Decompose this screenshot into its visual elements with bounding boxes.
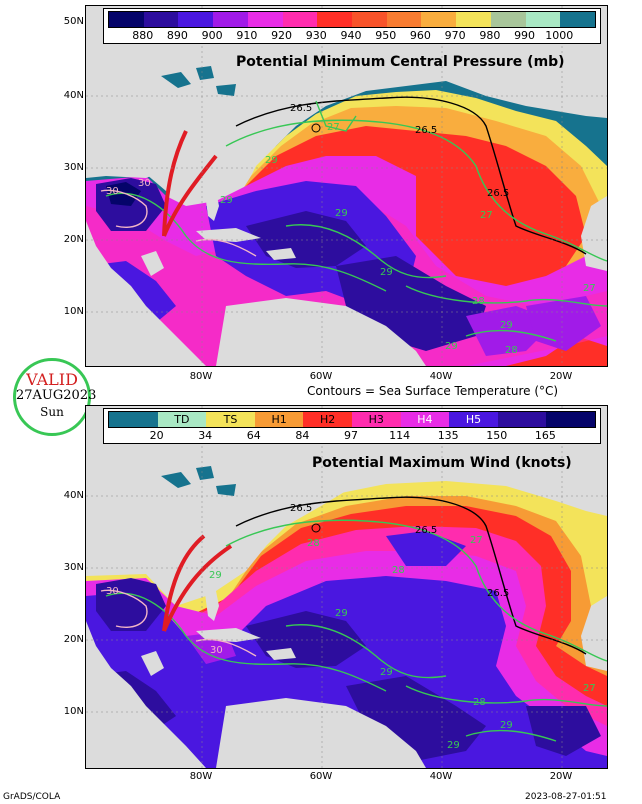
legend-value: 920 — [271, 29, 293, 42]
sst-caption: Contours = Sea Surface Temperature (°C) — [307, 384, 559, 398]
lat-label: 50N — [63, 16, 84, 27]
legend-value: 135 — [437, 429, 459, 442]
legend-value: 950 — [375, 29, 397, 42]
legend-swatch — [497, 412, 547, 427]
valid-date-badge: VALID 27AUG2023 Sun — [13, 358, 97, 436]
legend-value: 64 — [246, 429, 261, 442]
legend-value: 150 — [486, 429, 508, 442]
wind-map — [85, 405, 608, 769]
legend-value: 890 — [166, 29, 188, 42]
legend-swatch: TS — [206, 412, 255, 427]
legend-swatch — [213, 12, 248, 27]
legend-swatch — [525, 12, 561, 27]
legend-swatch: H3 — [351, 412, 401, 427]
pressure-map — [85, 5, 608, 367]
lat-label: 30N — [63, 562, 84, 573]
lat-label: 20N — [63, 234, 84, 245]
legend-swatch — [109, 12, 144, 27]
wind-legend: TD TS H1 H2 H3 H4 H5 20 34 64 84 97 114 135 150 165 — [103, 408, 601, 444]
legend-value: 930 — [305, 29, 327, 42]
lon-label: 60W — [309, 771, 333, 782]
lon-label: 60W — [309, 371, 333, 382]
lon-label: 40W — [429, 371, 453, 382]
legend-swatch — [490, 12, 526, 27]
legend-value: 34 — [198, 429, 213, 442]
valid-date: 27AUG2023 — [16, 388, 97, 403]
legend-value: 960 — [409, 29, 431, 42]
lon-label: 80W — [189, 371, 213, 382]
legend-swatch: H5 — [449, 412, 498, 427]
lon-label: 80W — [189, 771, 213, 782]
wind-title: Potential Maximum Wind (knots) — [312, 455, 572, 471]
legend-swatch — [546, 412, 595, 427]
lon-label: 20W — [549, 371, 573, 382]
legend-swatch — [352, 12, 387, 27]
legend-value: 1000 — [545, 29, 574, 42]
legend-swatch: H1 — [254, 412, 304, 427]
legend-swatch — [282, 12, 318, 27]
legend-value: 20 — [149, 429, 164, 442]
legend-swatch — [456, 12, 491, 27]
lat-label: 20N — [63, 634, 84, 645]
pressure-legend: 880 890 900 910 920 930 940 950 960 970 980 990 1000 — [103, 8, 601, 44]
legend-value: 84 — [295, 429, 310, 442]
legend-value: 165 — [534, 429, 556, 442]
footer-credit: GrADS/COLA — [3, 792, 61, 802]
lat-label: 10N — [63, 706, 84, 717]
lon-label: 40W — [429, 771, 453, 782]
legend-swatch — [421, 12, 457, 27]
legend-swatch: H2 — [303, 412, 352, 427]
legend-value: 910 — [236, 29, 258, 42]
legend-swatch — [386, 12, 422, 27]
legend-value: 900 — [201, 29, 223, 42]
legend-swatch — [143, 12, 179, 27]
legend-value: 970 — [444, 29, 466, 42]
lon-label: 20W — [549, 771, 573, 782]
legend-swatch — [109, 412, 158, 427]
lat-label: 10N — [63, 306, 84, 317]
legend-value: 880 — [132, 29, 154, 42]
legend-value: 940 — [340, 29, 362, 42]
legend-swatch: TD — [157, 412, 207, 427]
legend-value: 114 — [389, 429, 411, 442]
legend-swatch — [178, 12, 214, 27]
legend-swatch — [560, 12, 596, 27]
legend-value: 97 — [344, 429, 358, 442]
lat-label: 40N — [63, 490, 84, 501]
valid-day: Sun — [40, 405, 64, 419]
legend-value: 990 — [514, 29, 536, 42]
legend-swatch: H4 — [400, 412, 450, 427]
pressure-title: Potential Minimum Central Pressure (mb) — [236, 54, 565, 70]
footer-timestamp: 2023-08-27-01:51 — [525, 792, 607, 802]
legend-swatch — [247, 12, 283, 27]
legend-swatch — [317, 12, 353, 27]
legend-value: 980 — [479, 29, 501, 42]
lat-label: 30N — [63, 162, 84, 173]
valid-label: VALID — [26, 370, 78, 389]
lat-label: 40N — [63, 90, 84, 101]
